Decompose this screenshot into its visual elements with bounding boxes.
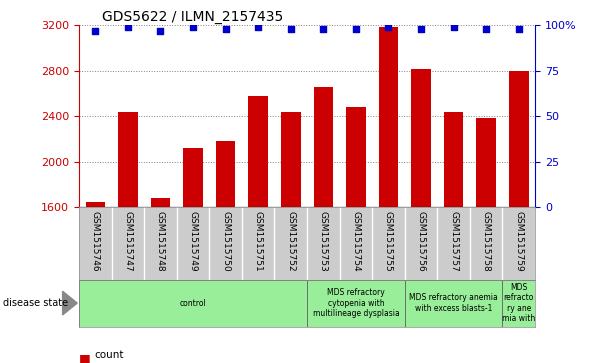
Bar bbox=[151, 198, 170, 207]
Text: GSM1515756: GSM1515756 bbox=[416, 211, 426, 271]
Bar bbox=[79, 280, 307, 327]
Text: count: count bbox=[94, 350, 124, 360]
Point bbox=[91, 28, 100, 34]
Bar bbox=[314, 87, 333, 207]
Bar bbox=[216, 141, 235, 207]
Bar bbox=[502, 280, 535, 327]
Bar bbox=[477, 118, 496, 207]
Text: GSM1515753: GSM1515753 bbox=[319, 211, 328, 271]
Bar bbox=[183, 148, 203, 207]
Bar bbox=[405, 280, 502, 327]
Bar bbox=[411, 69, 431, 207]
Bar bbox=[307, 280, 405, 327]
Text: GSM1515759: GSM1515759 bbox=[514, 211, 523, 271]
Bar bbox=[346, 107, 365, 207]
Text: control: control bbox=[180, 299, 206, 307]
Text: GSM1515750: GSM1515750 bbox=[221, 211, 230, 271]
Text: GSM1515757: GSM1515757 bbox=[449, 211, 458, 271]
Point bbox=[156, 28, 165, 34]
Text: GSM1515754: GSM1515754 bbox=[351, 211, 361, 271]
Bar bbox=[509, 71, 528, 207]
Text: GSM1515752: GSM1515752 bbox=[286, 211, 295, 271]
Bar bbox=[444, 112, 463, 207]
Point bbox=[221, 26, 230, 32]
Point bbox=[384, 24, 393, 30]
Bar bbox=[86, 202, 105, 207]
Point bbox=[482, 26, 491, 32]
Point bbox=[254, 24, 263, 30]
Text: GSM1515747: GSM1515747 bbox=[123, 211, 133, 271]
Text: MDS
refracto
ry ane
mia with: MDS refracto ry ane mia with bbox=[502, 283, 536, 323]
Text: GSM1515751: GSM1515751 bbox=[254, 211, 263, 271]
Bar bbox=[379, 26, 398, 207]
Text: GSM1515758: GSM1515758 bbox=[482, 211, 491, 271]
Text: GSM1515755: GSM1515755 bbox=[384, 211, 393, 271]
Polygon shape bbox=[63, 291, 77, 315]
Point bbox=[319, 26, 328, 32]
Text: MDS refractory
cytopenia with
multilineage dysplasia: MDS refractory cytopenia with multilinea… bbox=[313, 288, 399, 318]
Text: GDS5622 / ILMN_2157435: GDS5622 / ILMN_2157435 bbox=[102, 11, 283, 24]
Point bbox=[123, 24, 133, 30]
Text: GSM1515746: GSM1515746 bbox=[91, 211, 100, 271]
Point bbox=[514, 26, 523, 32]
Text: MDS refractory anemia
with excess blasts-1: MDS refractory anemia with excess blasts… bbox=[409, 293, 498, 313]
Point bbox=[351, 26, 361, 32]
Text: GSM1515748: GSM1515748 bbox=[156, 211, 165, 271]
Point bbox=[286, 26, 295, 32]
Point bbox=[449, 24, 458, 30]
Point bbox=[416, 26, 426, 32]
Text: disease state: disease state bbox=[3, 298, 68, 308]
Point bbox=[188, 24, 198, 30]
Bar bbox=[118, 112, 137, 207]
Bar bbox=[281, 112, 300, 207]
Text: GSM1515749: GSM1515749 bbox=[188, 211, 198, 271]
Text: ■: ■ bbox=[79, 352, 91, 363]
Bar bbox=[249, 96, 268, 207]
